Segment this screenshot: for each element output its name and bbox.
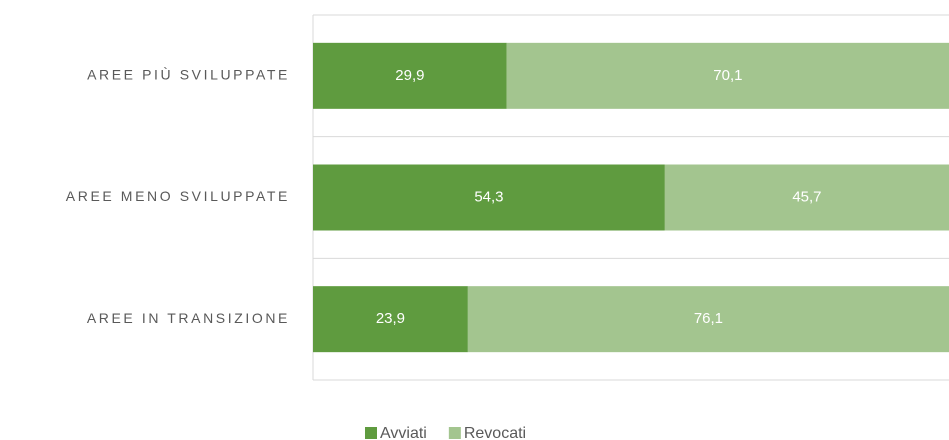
legend-label: Avviati [380,425,427,440]
data-label: 23,9 [376,310,405,327]
category-label: AREE IN TRANSIZIONE [87,310,290,326]
data-label: 29,9 [395,67,424,84]
bar-segment [467,286,949,353]
data-label: 76,1 [694,310,723,327]
bar-segment [313,42,507,109]
legend-swatch [448,427,461,439]
bar-segment [313,286,468,353]
category-label: AREE MENO SVILUPPATE [66,188,290,204]
bar-segment [313,164,665,231]
data-label: 70,1 [713,67,742,84]
data-label: 45,7 [792,188,821,205]
data-label: 54,3 [474,188,503,205]
legend-label: Revocati [464,425,526,440]
category-label: AREE PIÙ SVILUPPATE [87,67,290,83]
bar-segment [506,42,949,109]
bar-segment [664,164,949,231]
legend-swatch [365,427,377,439]
